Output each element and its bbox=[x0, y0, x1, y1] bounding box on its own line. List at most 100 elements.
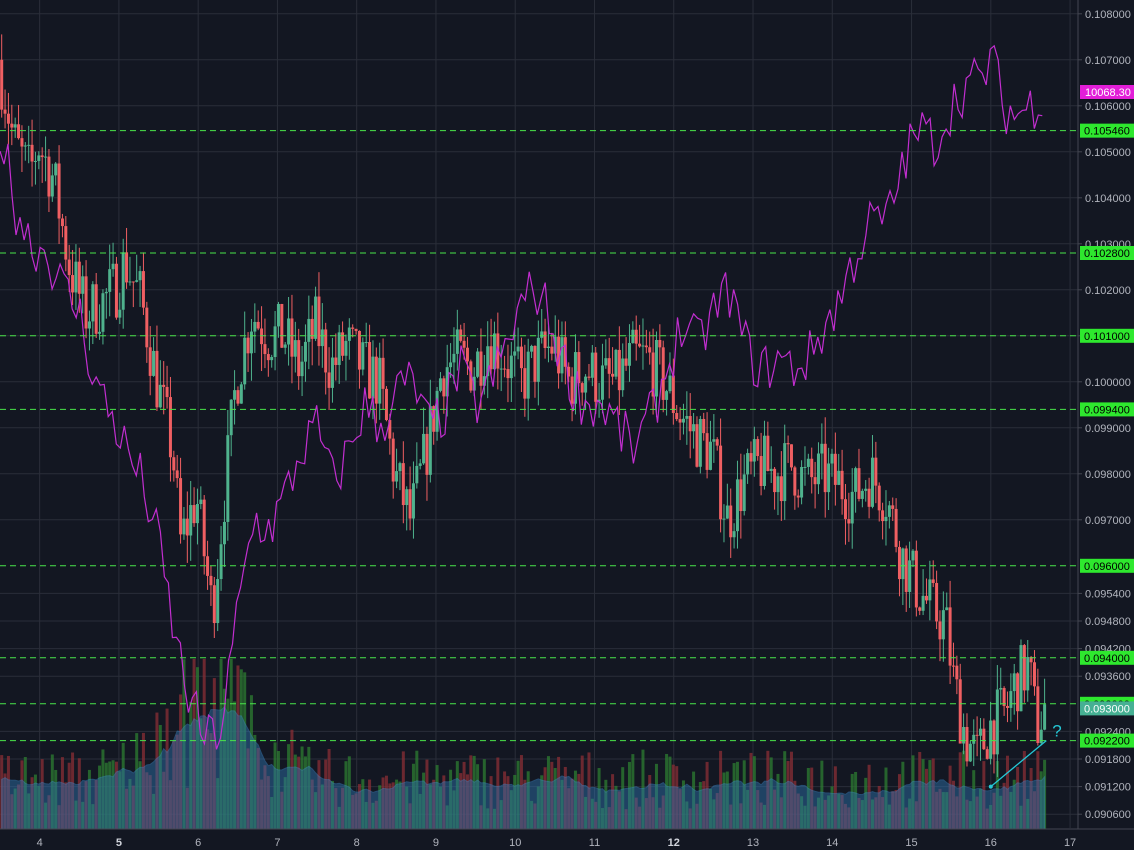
candle-body bbox=[681, 418, 685, 423]
trendline-handle[interactable] bbox=[988, 784, 993, 789]
time-tick-label: 16 bbox=[985, 837, 997, 849]
volume-bar bbox=[50, 754, 54, 830]
volume-bar bbox=[260, 779, 264, 830]
candle-body bbox=[138, 271, 142, 281]
volume-bar bbox=[108, 761, 112, 830]
volume-bar bbox=[854, 771, 858, 830]
trendline-annotation[interactable]: ? bbox=[988, 722, 1062, 789]
volume-bar bbox=[546, 756, 550, 830]
candle-body bbox=[351, 327, 355, 329]
volume-average-area bbox=[1, 706, 1046, 831]
volume-bar bbox=[523, 779, 527, 830]
volume-bar bbox=[422, 772, 426, 830]
candle-body bbox=[337, 332, 341, 365]
candle-body bbox=[30, 144, 34, 162]
candle-body bbox=[786, 443, 790, 445]
price-axis[interactable]: 0.108000 0.107000 0.106000 0.105000 0.104000… bbox=[1077, 0, 1134, 850]
volume-bar bbox=[131, 785, 135, 830]
level-price-tag[interactable] bbox=[1080, 558, 1134, 573]
candle-body bbox=[104, 291, 108, 294]
candle-body bbox=[199, 499, 203, 505]
volume-bar bbox=[773, 789, 777, 830]
volume-bar bbox=[499, 800, 503, 830]
volume-bar bbox=[867, 764, 871, 830]
volume-bar bbox=[999, 795, 1003, 830]
candle-body bbox=[611, 373, 615, 377]
candle-body bbox=[607, 358, 611, 374]
level-price-tag[interactable] bbox=[1080, 650, 1134, 665]
trendline[interactable] bbox=[990, 740, 1047, 788]
candle-body bbox=[276, 303, 280, 327]
volume-bar bbox=[985, 808, 989, 830]
volume-bar bbox=[121, 742, 125, 830]
volume-bar bbox=[442, 775, 446, 830]
overlay-line bbox=[0, 44, 1043, 750]
volume-bar bbox=[199, 718, 203, 830]
volume-bar bbox=[989, 804, 993, 830]
volume-bar bbox=[283, 777, 287, 830]
candle-body bbox=[94, 284, 98, 334]
volume-bar bbox=[428, 784, 432, 830]
candle-body bbox=[364, 342, 368, 344]
candle-body bbox=[962, 726, 966, 744]
volume-bar bbox=[236, 665, 240, 830]
candle-body bbox=[37, 155, 41, 162]
candle-body bbox=[50, 175, 54, 197]
volume-bar bbox=[762, 804, 766, 830]
candle-body bbox=[229, 399, 233, 436]
time-axis[interactable]: 4 5 6 7 8 9 10 11 12 13 14 15 16 17 bbox=[0, 828, 1134, 850]
candle-body bbox=[803, 466, 807, 468]
candle-body bbox=[57, 163, 61, 219]
volume-bar bbox=[739, 803, 743, 830]
candle-body bbox=[708, 441, 712, 470]
candle-body bbox=[644, 345, 648, 348]
volume-bar bbox=[91, 804, 95, 830]
candle-body bbox=[310, 318, 314, 339]
level-price-tag[interactable] bbox=[1080, 402, 1134, 417]
level-price-label: 0.096000 bbox=[1084, 561, 1130, 573]
volume-bar bbox=[13, 788, 17, 830]
volume-bar bbox=[668, 756, 672, 830]
candle-body bbox=[435, 390, 439, 432]
volume-bar bbox=[887, 804, 891, 830]
level-price-label: 0.101000 bbox=[1084, 331, 1130, 343]
volume-bar bbox=[1032, 791, 1036, 830]
candle-body bbox=[847, 519, 851, 524]
candle-body bbox=[499, 368, 503, 370]
volume-bar bbox=[452, 790, 456, 830]
volume-bar bbox=[243, 672, 247, 830]
level-price-tag[interactable] bbox=[1080, 246, 1134, 260]
candle-body bbox=[452, 353, 456, 363]
candle-body bbox=[347, 327, 351, 341]
level-price-tag[interactable] bbox=[1080, 123, 1134, 138]
volume-bar bbox=[182, 659, 186, 830]
price-tick-label: 0.095400 bbox=[1085, 588, 1131, 600]
level-price-tag[interactable] bbox=[1080, 733, 1134, 748]
volume-bar bbox=[692, 771, 696, 830]
candle-body bbox=[239, 384, 243, 404]
candle-body bbox=[1022, 645, 1026, 691]
volume-bar bbox=[627, 761, 631, 830]
candle-body bbox=[492, 333, 496, 370]
candle-body bbox=[800, 466, 804, 498]
candle-body bbox=[425, 433, 429, 475]
candle-body bbox=[3, 109, 7, 114]
candle-body bbox=[256, 321, 260, 329]
level-price-tag[interactable] bbox=[1080, 328, 1134, 343]
volume-bar bbox=[793, 780, 797, 830]
candle-body bbox=[816, 453, 820, 485]
candle-body bbox=[64, 226, 68, 260]
candle-body bbox=[320, 329, 324, 347]
volume-bar bbox=[67, 762, 71, 830]
volume-bar bbox=[307, 746, 311, 830]
candle-body bbox=[543, 331, 547, 349]
candle-body bbox=[773, 468, 777, 493]
candle-body bbox=[361, 342, 365, 370]
volume-bar bbox=[3, 773, 7, 830]
volume-bar bbox=[408, 803, 412, 830]
candle-body bbox=[60, 218, 64, 227]
volume-bar bbox=[624, 809, 628, 830]
candle-body bbox=[465, 347, 469, 362]
candle-body bbox=[688, 416, 692, 432]
